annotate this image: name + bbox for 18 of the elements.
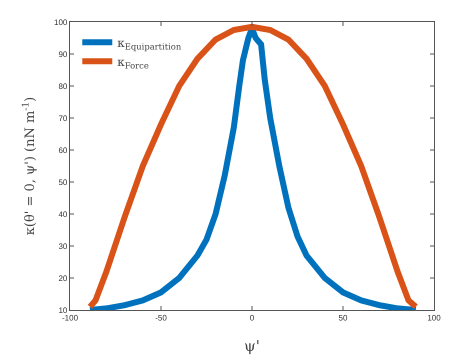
y-tick-label: 10 (58, 306, 68, 315)
y-tick-label: 30 (58, 242, 68, 251)
x-tick-label: 100 (427, 314, 442, 323)
x-tick-label: 50 (338, 314, 348, 323)
y-tick-label: 20 (58, 274, 68, 283)
x-tick-label: 0 (250, 314, 255, 323)
y-tick-label: 80 (58, 82, 68, 91)
y-tick-label: 90 (58, 50, 68, 59)
y-tick-label: 100 (54, 18, 68, 27)
x-tick-label: -100 (62, 314, 79, 323)
y-tick-label: 40 (58, 210, 68, 219)
legend-label: κ$_{Force}$ (117, 54, 149, 70)
y-tick-label: 70 (58, 114, 68, 123)
y-tick-label: 60 (58, 146, 68, 155)
y-tick-label: 50 (58, 178, 68, 187)
x-axis-title: ψ' (244, 337, 260, 355)
legend-label: κ$_{Equipartition}$ (117, 36, 182, 52)
x-tick-label: -50 (155, 314, 168, 323)
